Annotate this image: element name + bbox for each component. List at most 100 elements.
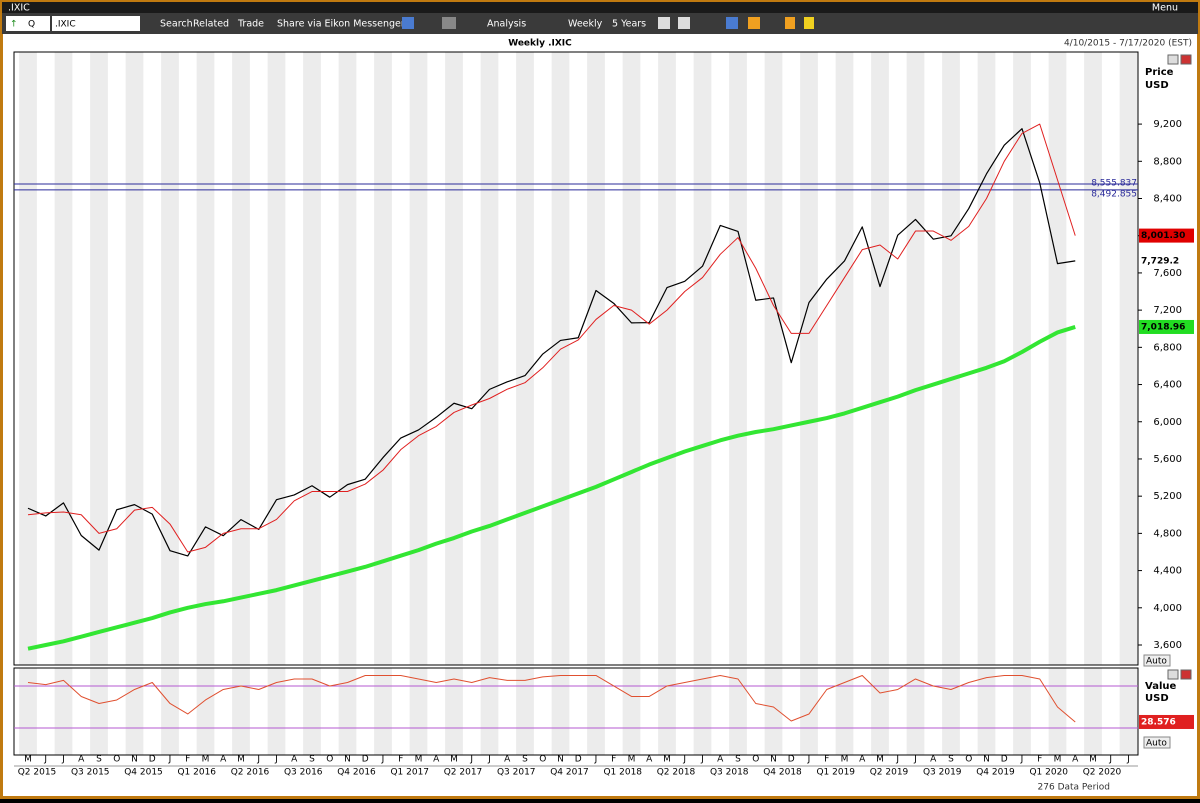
month-label: S — [96, 755, 102, 765]
month-label: N — [131, 755, 138, 765]
y-tick-label: 5,600 — [1153, 454, 1182, 465]
window-title: .IXIC — [8, 3, 30, 14]
osc-axis-unit: USD — [1145, 693, 1169, 704]
reset-icon[interactable] — [804, 17, 814, 29]
related-menu[interactable]: Related — [193, 19, 229, 30]
folder-icon[interactable] — [442, 17, 456, 29]
month-label: J — [1108, 755, 1112, 765]
analysis-menu[interactable]: Analysis — [487, 19, 526, 30]
fit-icon[interactable] — [785, 17, 795, 29]
month-label: F — [185, 755, 190, 765]
series-line — [27, 674, 1076, 723]
ric-input[interactable] — [52, 16, 140, 31]
quarter-label: Q2 2017 — [444, 768, 483, 778]
series-line — [27, 123, 1076, 553]
month-label: J — [594, 755, 598, 765]
osc-scale-mode[interactable]: Auto — [1146, 739, 1167, 749]
stripe — [303, 668, 321, 755]
compare-icon[interactable] — [678, 17, 690, 29]
month-label: A — [291, 755, 298, 765]
month-label: J — [895, 755, 899, 765]
month-label: N — [770, 755, 777, 765]
month-label: J — [256, 755, 260, 765]
month-label: N — [983, 755, 990, 765]
month-label: A — [717, 755, 724, 765]
stripe — [161, 52, 179, 665]
auto-button[interactable] — [1143, 654, 1171, 667]
osc-restore-button[interactable] — [1167, 669, 1179, 680]
stripe — [90, 668, 108, 755]
month-label: J — [700, 755, 704, 765]
stripe — [338, 52, 357, 665]
restore-button[interactable] — [1167, 54, 1179, 65]
stripe — [551, 52, 570, 665]
stripe — [942, 52, 960, 665]
stripe — [267, 52, 286, 665]
stripe — [622, 52, 641, 665]
month-label: J — [913, 755, 917, 765]
quarter-label: Q3 2016 — [284, 768, 323, 778]
quarter-label: Q4 2016 — [337, 768, 376, 778]
quarter-label: Q2 2020 — [1083, 768, 1122, 778]
month-label: M — [663, 755, 671, 765]
share-button[interactable]: Share via Eikon Messenger... — [277, 19, 413, 30]
date-range: 4/10/2015 - 7/17/2020 (EST) — [1064, 39, 1192, 49]
month-label: O — [539, 755, 546, 765]
last-value-box — [1139, 319, 1194, 334]
stripe — [54, 52, 73, 665]
close-button[interactable] — [1180, 54, 1192, 65]
stripe — [1084, 668, 1102, 755]
stripe — [835, 668, 854, 755]
scroll-icon[interactable] — [748, 17, 760, 29]
month-label: A — [433, 755, 440, 765]
period-menu[interactable]: 5 Years — [612, 19, 646, 30]
reference-label: 8,492.855 — [1091, 189, 1137, 199]
stripe — [658, 668, 676, 755]
last-value-label: 7,018.96 — [1141, 322, 1185, 332]
stripe — [19, 52, 37, 665]
month-label: O — [113, 755, 120, 765]
ric-text[interactable]: .IXIC — [55, 20, 76, 30]
stripe — [125, 52, 144, 665]
stripe — [232, 668, 250, 755]
osc-close-button[interactable] — [1180, 669, 1192, 680]
quote-prefix[interactable]: Q — [28, 20, 35, 30]
stripe — [977, 52, 996, 665]
month-label: A — [220, 755, 227, 765]
chart-type-icon[interactable] — [658, 17, 670, 29]
menu-button[interactable]: Menu — [1152, 3, 1178, 14]
month-label: M — [876, 755, 884, 765]
y-tick-label: 9,200 — [1153, 119, 1182, 130]
month-label: F — [824, 755, 829, 765]
y-tick-label: 6,000 — [1153, 417, 1182, 428]
month-label: M — [628, 755, 636, 765]
search-button[interactable]: Search — [160, 19, 193, 30]
osc-auto-button[interactable] — [1143, 736, 1171, 749]
undo-icon[interactable] — [402, 17, 414, 29]
quarter-label: Q1 2019 — [816, 768, 855, 778]
quarter-label: Q4 2019 — [976, 768, 1015, 778]
stripe — [800, 668, 818, 755]
interval-menu[interactable]: Weekly — [568, 19, 603, 30]
quarter-label: Q3 2018 — [710, 768, 749, 778]
quarter-label: Q4 2018 — [763, 768, 802, 778]
last-value-box — [1139, 228, 1194, 243]
stripe — [90, 52, 108, 665]
month-label: M — [841, 755, 849, 765]
zoom-icon[interactable] — [726, 17, 738, 29]
month-label: F — [611, 755, 616, 765]
stripe — [303, 52, 321, 665]
y-tick-label: 4,800 — [1153, 528, 1182, 539]
quote-box[interactable] — [6, 16, 50, 31]
stripe — [1048, 668, 1067, 755]
month-label: M — [450, 755, 458, 765]
month-label: S — [948, 755, 954, 765]
month-label: D — [362, 755, 369, 765]
month-label: S — [309, 755, 315, 765]
price-scale-mode[interactable]: Auto — [1146, 657, 1167, 667]
quarter-label: Q1 2017 — [390, 768, 429, 778]
trade-menu[interactable]: Trade — [237, 19, 264, 30]
stripe — [977, 668, 996, 755]
month-label: M — [1054, 755, 1062, 765]
quarter-label: Q1 2016 — [177, 768, 216, 778]
